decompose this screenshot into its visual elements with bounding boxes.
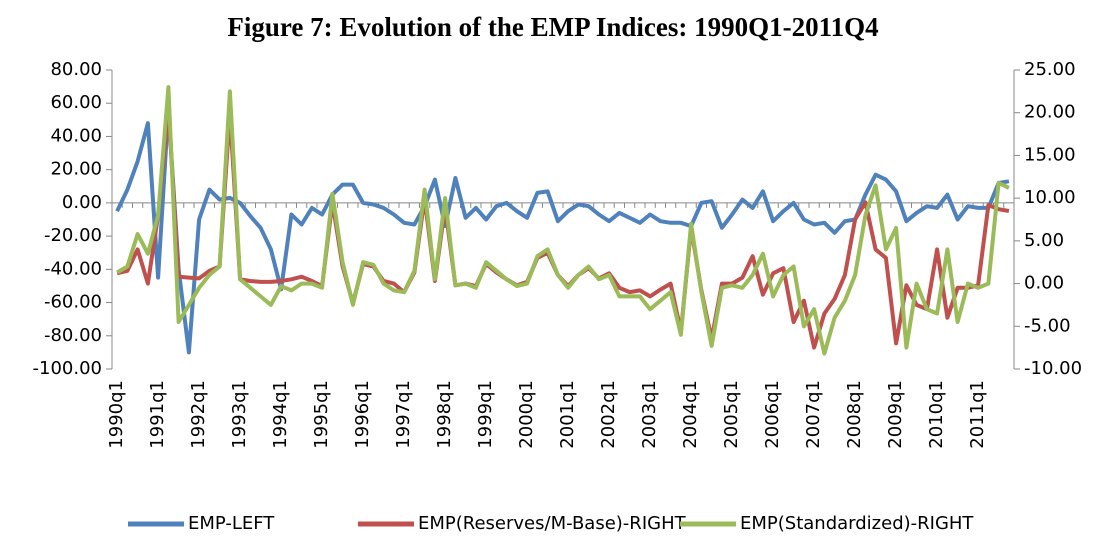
y-tick-label: -100.00 bbox=[33, 358, 102, 379]
x-tick-label: 1998q1 bbox=[434, 380, 455, 449]
y2-tick-label: 20.00 bbox=[1024, 102, 1076, 123]
y-tick-label: 60.00 bbox=[50, 92, 102, 113]
x-tick-label: 2009q1 bbox=[885, 380, 906, 449]
x-tick-label: 2011q1 bbox=[967, 380, 988, 449]
series-line bbox=[116, 85, 1010, 356]
y-tick-label: 0.00 bbox=[62, 192, 102, 213]
x-tick-label: 2008q1 bbox=[844, 380, 865, 449]
x-tick-label: 1995q1 bbox=[311, 380, 332, 449]
x-tick-label: 1992q1 bbox=[188, 380, 209, 449]
y2-tick-label: -10.00 bbox=[1024, 358, 1082, 379]
y-tick-label: 40.00 bbox=[50, 125, 102, 146]
x-tick-label: 2003q1 bbox=[639, 380, 660, 449]
x-tick-label: 2001q1 bbox=[557, 380, 578, 449]
y2-tick-label: 10.00 bbox=[1024, 187, 1076, 208]
x-tick-label: 1999q1 bbox=[475, 380, 496, 449]
x-tick-label: 1993q1 bbox=[229, 380, 250, 449]
x-tick-label: 1994q1 bbox=[270, 380, 291, 449]
x-tick-label: 2004q1 bbox=[680, 380, 701, 449]
x-tick-label: 2010q1 bbox=[926, 380, 947, 449]
y-tick-label: -60.00 bbox=[44, 292, 102, 313]
y2-tick-label: 0.00 bbox=[1024, 273, 1064, 294]
x-tick-label: 1991q1 bbox=[147, 380, 168, 449]
legend-label: EMP(Reserves/M-Base)-RIGHT bbox=[418, 513, 687, 534]
series-line bbox=[115, 106, 1010, 355]
y-tick-label: -80.00 bbox=[44, 325, 102, 346]
x-tick-label: 2002q1 bbox=[598, 380, 619, 449]
x-tick-label: 2006q1 bbox=[762, 380, 783, 449]
x-tick-label: 2000q1 bbox=[516, 380, 537, 449]
x-tick-label: 1997q1 bbox=[393, 380, 414, 449]
legend-label: EMP-LEFT bbox=[188, 513, 275, 534]
legend-label: EMP(Standardized)-RIGHT bbox=[740, 513, 974, 534]
x-tick-label: 2007q1 bbox=[803, 380, 824, 449]
y-tick-label: -40.00 bbox=[44, 258, 102, 279]
y2-tick-label: 25.00 bbox=[1024, 59, 1076, 80]
y-tick-label: 80.00 bbox=[50, 59, 102, 80]
y2-tick-label: 5.00 bbox=[1024, 230, 1064, 251]
chart-title: Figure 7: Evolution of the EMP Indices: … bbox=[227, 12, 878, 42]
y-tick-label: -20.00 bbox=[44, 225, 102, 246]
y2-tick-label: 15.00 bbox=[1024, 144, 1076, 165]
y-tick-label: 20.00 bbox=[50, 159, 102, 180]
series-line bbox=[116, 106, 1010, 350]
x-tick-label: 1996q1 bbox=[352, 380, 373, 449]
x-tick-label: 2005q1 bbox=[721, 380, 742, 449]
y2-tick-label: -5.00 bbox=[1024, 315, 1071, 336]
x-tick-label: 1990q1 bbox=[106, 380, 127, 449]
